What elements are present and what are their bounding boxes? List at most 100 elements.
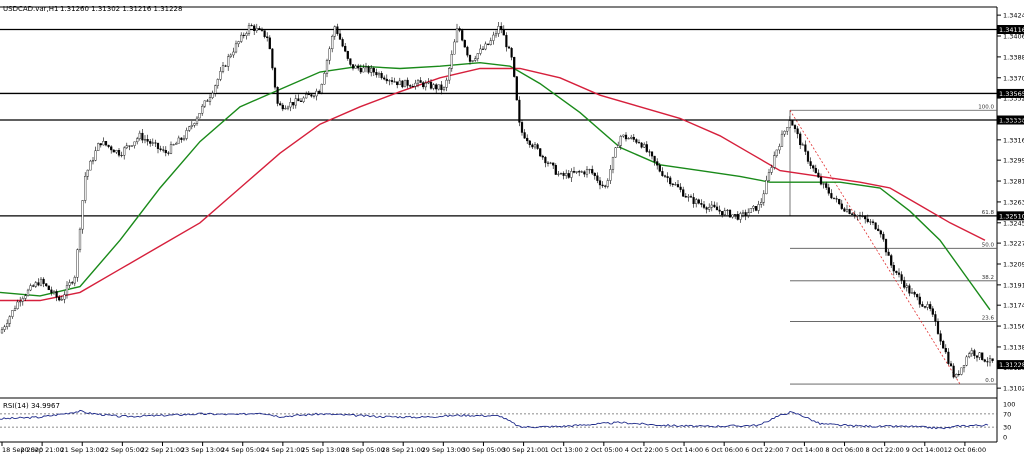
candle-bear xyxy=(666,176,669,179)
candle-bear xyxy=(242,34,245,36)
candle-bull xyxy=(432,84,435,89)
candle-bull xyxy=(448,68,451,81)
time-tick-label: 29 Sep 13:00 xyxy=(422,446,465,454)
candle-bull xyxy=(778,146,781,151)
candle-bear xyxy=(949,363,953,367)
candle-bear xyxy=(154,142,157,144)
candle-bull xyxy=(377,73,381,76)
candle-bear xyxy=(593,172,596,176)
candle-bear xyxy=(632,136,635,140)
candle-bear xyxy=(736,214,739,220)
candle-bull xyxy=(323,73,326,85)
candle-bull xyxy=(388,80,391,82)
candle-bear xyxy=(528,140,531,146)
chart-ohlc: 1.31260 1.31302 1.31216 1.31228 xyxy=(60,5,182,13)
time-tick-label: 6 Oct 22:00 xyxy=(745,446,783,454)
candle-bull xyxy=(16,301,19,309)
candle-bear xyxy=(637,142,641,144)
candle-bear xyxy=(505,34,508,48)
candle-bear xyxy=(682,189,685,197)
candle-bull xyxy=(211,92,214,98)
candle-bear xyxy=(838,198,841,205)
candle-bear xyxy=(271,48,274,69)
candle-bull xyxy=(21,298,24,302)
candle-bear xyxy=(882,233,885,240)
candle-bull xyxy=(739,213,742,220)
candle-bear xyxy=(224,65,227,67)
candle-bull xyxy=(195,117,199,124)
candle-bear xyxy=(411,86,414,88)
price-tick-label: 1.34240 xyxy=(1003,12,1024,20)
candle-bull xyxy=(123,147,126,156)
candle-bear xyxy=(887,251,890,256)
candle-bear xyxy=(440,84,443,91)
time-tick-label: 2 Oct 05:00 xyxy=(585,446,623,454)
candle-bear xyxy=(942,341,945,349)
candle-bull xyxy=(585,169,589,175)
candle-bull xyxy=(905,285,908,288)
candle-bear xyxy=(591,169,594,174)
candle-bear xyxy=(793,125,797,129)
candle-bull xyxy=(606,180,609,187)
candle-bull xyxy=(471,60,474,62)
sma-50-line xyxy=(0,61,991,311)
candle-bear xyxy=(874,222,877,230)
time-tick-label: 24 Sep 21:00 xyxy=(261,446,304,454)
candle-bull xyxy=(770,167,773,173)
candle-bear xyxy=(481,48,485,50)
candle-bull xyxy=(331,36,334,50)
candle-bull xyxy=(333,26,336,37)
candle-bull xyxy=(26,289,30,296)
candle-bull xyxy=(190,125,193,127)
candle-bear xyxy=(936,321,940,334)
sma-100-line xyxy=(0,67,986,302)
candle-bull xyxy=(115,150,118,153)
candle-bull xyxy=(208,97,212,102)
candle-bear xyxy=(843,208,846,212)
time-tick-label: 1 Oct 13:00 xyxy=(545,446,583,454)
candle-bear xyxy=(307,94,310,96)
candle-bull xyxy=(227,56,230,67)
candle-bull xyxy=(760,202,763,205)
candle-bull xyxy=(312,95,316,97)
candle-bear xyxy=(799,133,802,146)
candle-bull xyxy=(198,113,201,119)
candle-bear xyxy=(835,198,838,200)
candle-bull xyxy=(60,299,63,301)
candle-bull xyxy=(94,150,97,161)
candle-bull xyxy=(398,80,401,86)
candle-bear xyxy=(99,143,102,146)
time-tick-label: 12 Oct 06:00 xyxy=(944,446,986,454)
candle-bear xyxy=(858,215,862,217)
level-price-box xyxy=(997,25,1024,35)
candle-bull xyxy=(622,134,625,137)
candle-bear xyxy=(713,204,716,208)
candle-bear xyxy=(281,104,284,110)
candle-bull xyxy=(861,216,864,218)
candle-bear xyxy=(318,90,321,93)
price-tick-label: 1.33165 xyxy=(1003,136,1024,144)
candle-bull xyxy=(856,215,859,217)
candle-bull xyxy=(362,67,365,73)
candle-bear xyxy=(164,149,167,154)
candle-bull xyxy=(219,71,222,80)
candle-bull xyxy=(416,80,420,84)
candle-bull xyxy=(325,60,329,74)
candle-bear xyxy=(372,68,375,73)
candle-bear xyxy=(832,197,836,199)
candle-bull xyxy=(240,34,243,42)
candle-bear xyxy=(944,348,947,353)
candle-bull xyxy=(286,106,290,109)
time-tick-label: 30 Sep 21:00 xyxy=(502,446,545,454)
time-tick-label: 18 Sep 2020 xyxy=(2,446,43,454)
candle-bear xyxy=(702,204,706,208)
candle-bear xyxy=(336,26,339,34)
time-tick-label: 22 Sep 05:00 xyxy=(101,446,144,454)
candle-bull xyxy=(442,87,446,91)
candle-bear xyxy=(840,203,843,209)
fibonacci-layer: 100.0 61.8 50.0 38.2 23.6 0.0 xyxy=(789,104,997,385)
candle-bull xyxy=(78,228,82,250)
candle-bear xyxy=(895,270,898,274)
